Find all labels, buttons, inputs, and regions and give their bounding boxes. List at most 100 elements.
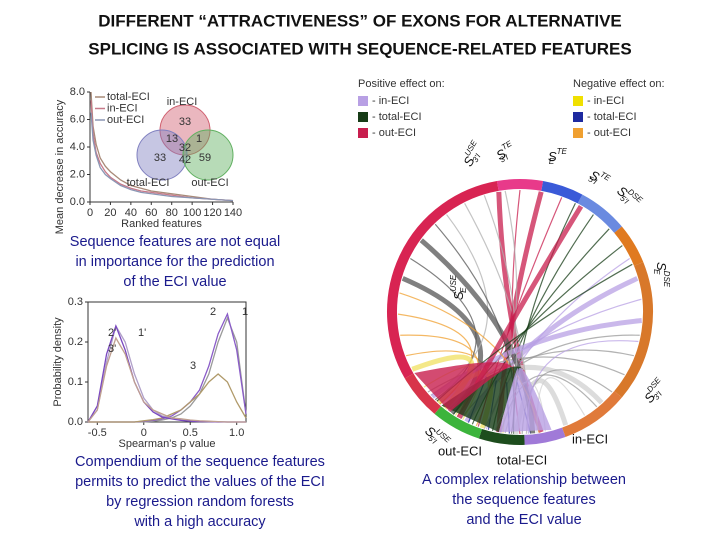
- feature-sup: USE: [449, 274, 458, 291]
- chord-ribbon: [498, 367, 552, 433]
- feature-sub: E: [549, 157, 555, 166]
- legend-label: - total-ECI: [372, 111, 422, 123]
- series-line: [90, 112, 234, 202]
- caption-line: A complex relationship between: [422, 472, 626, 488]
- x-axis-label: Spearman's ρ value: [118, 438, 215, 450]
- caption-line: the sequence features: [452, 492, 596, 508]
- ring-segment: [524, 427, 566, 445]
- legend-swatch: [358, 128, 368, 138]
- curve-label: 3': [108, 343, 116, 355]
- feature-label: SUSE3'I: [459, 138, 488, 170]
- feature-label: STE5'I: [586, 166, 612, 192]
- venn-count: 1: [196, 133, 202, 145]
- legend-label: - out-ECI: [372, 127, 416, 139]
- caption-line: with a high accuracy: [133, 514, 266, 530]
- legend-swatch: [573, 96, 583, 106]
- curve-label: 1': [138, 327, 146, 339]
- caption-line: and the ECI value: [466, 512, 581, 528]
- x-tick-label: 40: [125, 207, 137, 219]
- title-line: SPLICING IS ASSOCIATED WITH SEQUENCE-REL…: [88, 39, 631, 58]
- feature-label: SDSEE: [652, 262, 671, 288]
- y-tick-label: 0.2: [68, 336, 83, 348]
- y-tick-label: 0.3: [68, 296, 83, 308]
- ring-segment: [561, 390, 622, 437]
- venn-count: 33: [179, 116, 191, 128]
- feature-base: S: [451, 291, 466, 300]
- y-tick-label: 0.0: [70, 196, 85, 208]
- ring-segment: [496, 179, 544, 191]
- feature-label: SDSE3'I: [640, 375, 671, 407]
- curve-label: 2: [210, 306, 216, 318]
- series-line: [88, 373, 247, 423]
- y-tick-label: 6.0: [70, 113, 85, 125]
- caption-line: Sequence features are not equal: [70, 234, 280, 250]
- venn-count: 32: [179, 142, 191, 154]
- ring-segment: [614, 262, 653, 398]
- caption-line: permits to predict the values of the ECI: [75, 474, 325, 490]
- x-axis-label: Ranked features: [121, 218, 202, 230]
- legend-label: - total-ECI: [587, 111, 637, 123]
- legend-label: - out-ECI: [587, 127, 631, 139]
- legend-swatch: [573, 112, 583, 122]
- series-line: [90, 91, 234, 202]
- y-tick-label: 0.1: [68, 376, 83, 388]
- curve-label: 1: [242, 306, 248, 318]
- venn-count: 13: [166, 133, 178, 145]
- y-tick-label: 8.0: [70, 86, 85, 98]
- legend-swatch: [573, 128, 583, 138]
- group-label: in-ECI: [572, 431, 608, 446]
- x-tick-label: 0: [87, 207, 93, 219]
- caption-line: in importance for the prediction: [75, 254, 274, 270]
- venn-label: out-ECI: [191, 177, 228, 189]
- y-tick-label: 4.0: [70, 141, 85, 153]
- x-tick-label: 20: [104, 207, 116, 219]
- ring-segment: [577, 194, 622, 234]
- venn-count: 33: [154, 152, 166, 164]
- feature-label: STE3'I: [493, 139, 519, 165]
- caption-line: by regression random forests: [106, 494, 294, 510]
- x-tick-label: 0.5: [183, 427, 198, 439]
- chord-ribbon: [441, 366, 524, 433]
- x-tick-label: 100: [183, 207, 201, 219]
- feature-sup: USE: [434, 427, 453, 445]
- y-axis-label: Probability density: [52, 317, 64, 407]
- legend-title: Negative effect on:: [573, 78, 665, 90]
- x-tick-label: 80: [166, 207, 178, 219]
- feature-label: SDSE5'I: [613, 182, 645, 213]
- caption-line: Compendium of the sequence features: [75, 454, 325, 470]
- legend-label: in-ECI: [107, 102, 138, 114]
- x-tick-label: -0.5: [88, 427, 107, 439]
- feature-label: SUSEE: [449, 274, 468, 300]
- ring-segment: [404, 373, 442, 414]
- group-label: total-ECI: [497, 452, 548, 467]
- legend-label: out-ECI: [107, 114, 144, 126]
- x-tick-label: 0: [141, 427, 147, 439]
- feature-sup: DSE: [626, 187, 645, 205]
- caption-line: of the ECI value: [123, 274, 226, 290]
- ring-segment: [478, 428, 525, 445]
- feature-sup: DSE: [645, 375, 663, 394]
- feature-sup: DSE: [662, 271, 671, 288]
- x-tick-label: 120: [203, 207, 221, 219]
- legend-label: - in-ECI: [587, 95, 624, 107]
- curve-label: 3: [190, 360, 196, 372]
- legend-swatch: [358, 96, 368, 106]
- venn-label: total-ECI: [127, 177, 170, 189]
- feature-sub: E: [459, 287, 468, 293]
- venn-count: 42: [179, 154, 191, 166]
- legend-swatch: [358, 112, 368, 122]
- ring-segment: [387, 181, 499, 379]
- series-line: [87, 324, 246, 423]
- feature-base: S: [548, 149, 557, 164]
- feature-base: S: [654, 262, 669, 271]
- group-label: out-ECI: [438, 443, 482, 458]
- y-axis-label: Mean decrease in accuracy: [54, 99, 66, 234]
- legend-label: total-ECI: [107, 91, 150, 103]
- ring-segment: [434, 406, 483, 439]
- venn-label: in-ECI: [167, 96, 198, 108]
- plot-frame: [87, 301, 247, 423]
- y-tick-label: 0.0: [68, 416, 83, 428]
- y-tick-label: 2.0: [70, 168, 85, 180]
- chord-ribbon: [414, 362, 513, 412]
